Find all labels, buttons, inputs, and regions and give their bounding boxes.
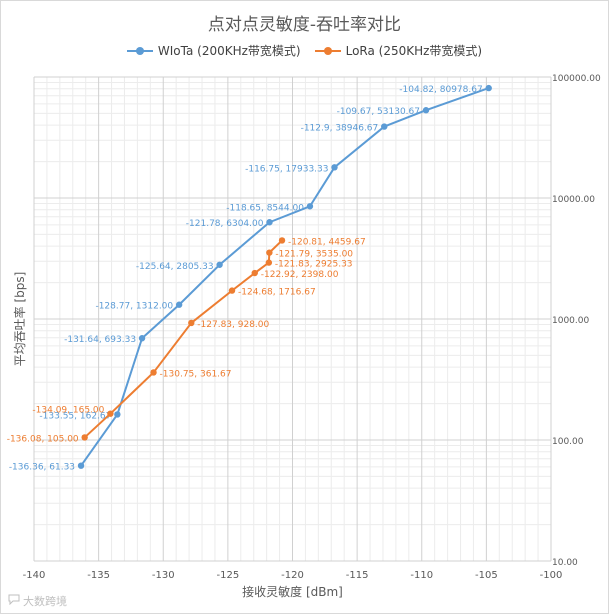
x-tick-label: -135 (87, 570, 110, 581)
data-label: -128.77, 1312.00 (95, 302, 173, 312)
legend-label-lora: LoRa (250KHz带宽模式) (345, 44, 483, 58)
data-label: -136.08, 105.00 (7, 434, 79, 444)
y-tick-label: 100.00 (552, 437, 584, 447)
data-point (188, 319, 195, 327)
data-point (331, 164, 338, 171)
data-point (77, 462, 85, 469)
data-point (216, 261, 223, 268)
data-point (278, 237, 286, 244)
y-tick-label: 100000.00 (552, 74, 601, 84)
data-label: -124.68, 1716.67 (238, 288, 316, 298)
data-point (266, 249, 273, 256)
data-point (114, 411, 121, 418)
data-label: -121.83, 2925.33 (275, 260, 353, 270)
data-point (266, 219, 273, 226)
data-label: -121.79, 3535.00 (275, 250, 353, 260)
data-label: -125.64, 2805.33 (136, 262, 214, 272)
data-point (107, 410, 114, 417)
legend-label-wiota: WIoTa (200KHz带宽模式) (157, 44, 301, 58)
legend-swatch-lora (314, 46, 341, 56)
data-point (138, 335, 146, 342)
data-point (265, 259, 273, 266)
data-point (175, 301, 183, 308)
data-label: -109.67, 53130.67 (337, 107, 420, 117)
y-tick-label: 10.00 (552, 558, 578, 568)
data-label: -120.81, 4459.67 (288, 237, 366, 247)
data-label: -104.82, 80978.67 (399, 85, 482, 95)
watermark-text: 大数跨境 (23, 595, 67, 608)
x-tick-label: -125 (217, 570, 240, 581)
legend-item-wiota: WIoTa (200KHz带宽模式) (126, 42, 301, 59)
data-point (251, 269, 258, 277)
x-tick-label: -100 (540, 570, 563, 581)
data-label: -134.09, 165.00 (32, 406, 104, 416)
data-label: -136.36, 61.33 (9, 463, 75, 473)
x-tick-label: -110 (410, 570, 433, 581)
x-tick-label: -115 (346, 570, 369, 581)
chart-legend: WIoTa (200KHz带宽模式) LoRa (250KHz带宽模式) (0, 42, 609, 59)
data-label: -118.65, 8544.00 (226, 203, 304, 213)
data-label: -116.75, 17933.33 (245, 164, 328, 174)
data-point (381, 123, 388, 130)
data-point (150, 369, 157, 376)
data-label: -130.75, 361.67 (160, 369, 232, 379)
y-tick-label: 1000.00 (552, 316, 589, 326)
data-label: -122.92, 2398.00 (261, 270, 339, 280)
watermark: 大数跨境 (8, 593, 67, 609)
x-tick-label: -105 (475, 570, 498, 581)
y-tick-label: 10000.00 (552, 195, 595, 205)
data-label: -112.9, 38946.67 (301, 124, 379, 134)
data-label: -131.64, 693.33 (64, 335, 136, 345)
data-point (306, 203, 314, 210)
x-tick-label: -130 (152, 570, 175, 581)
chart-title: 点对点灵敏度-吞吐率对比 (207, 15, 402, 35)
legend-swatch-wiota (126, 46, 153, 56)
data-label: -127.83, 928.00 (197, 320, 269, 330)
x-axis-title: 接收灵敏度 [dBm] (242, 584, 343, 599)
speech-bubble-icon (8, 594, 20, 608)
data-point (485, 84, 492, 92)
data-point (81, 434, 88, 441)
data-point (422, 107, 430, 114)
data-label: -121.78, 6304.00 (186, 219, 264, 229)
y-axis-title: 平均吞吐率 [bps] (12, 272, 27, 367)
x-tick-label: -140 (23, 570, 46, 581)
data-label: -133.55, 162.67 (39, 411, 111, 421)
data-point (228, 287, 236, 294)
x-tick-label: -120 (281, 570, 304, 581)
legend-item-lora: LoRa (250KHz带宽模式) (314, 42, 483, 59)
